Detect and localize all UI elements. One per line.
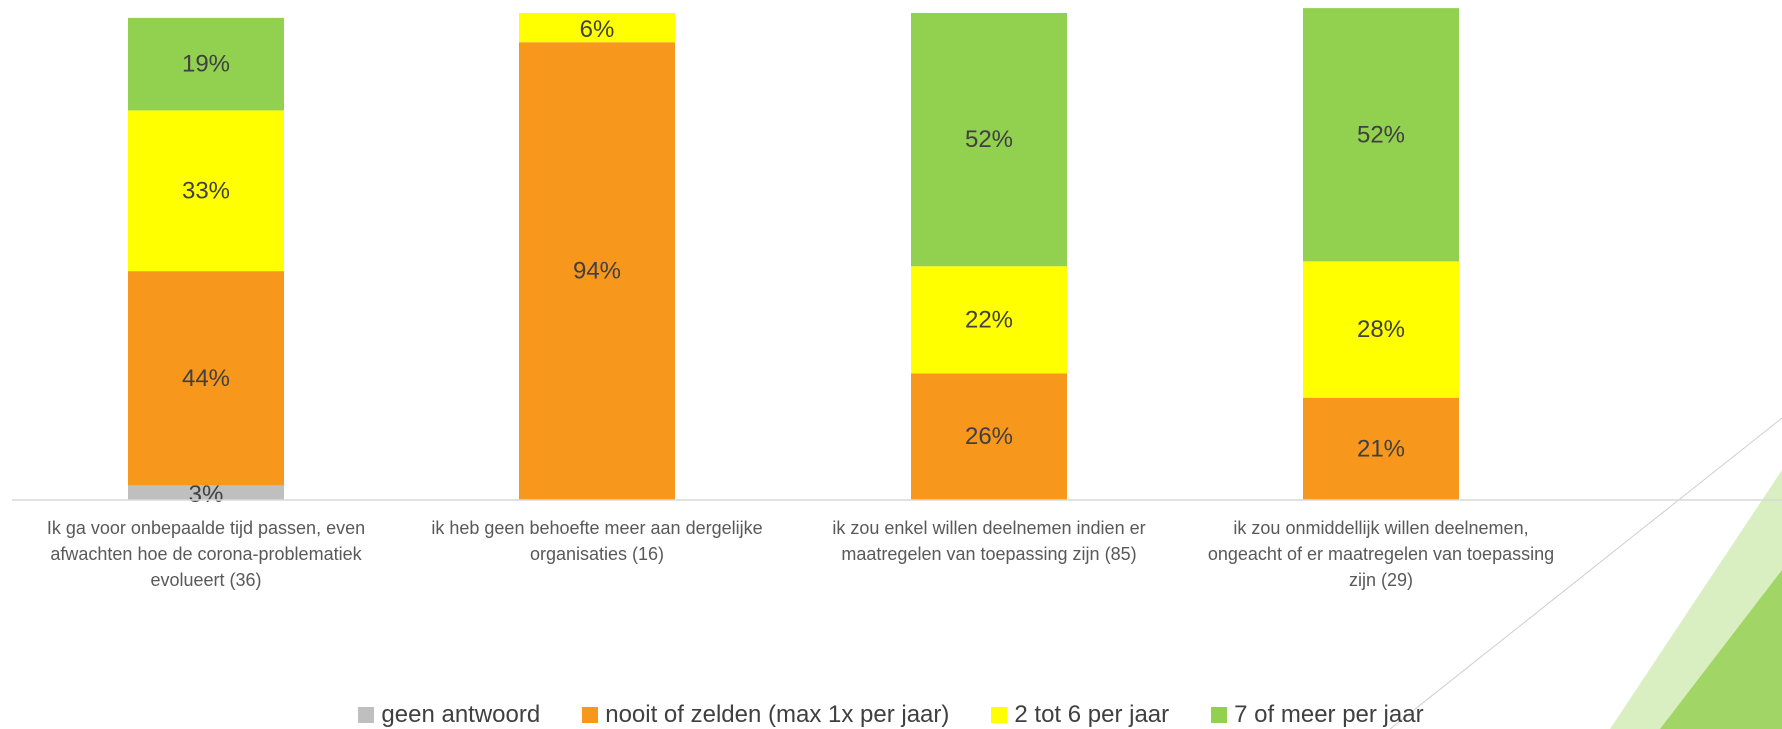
bar-segment [1303, 261, 1459, 398]
bar-segment [128, 110, 284, 272]
category-label: Ik ga voor onbepaalde tijd passen, even a… [0, 515, 426, 593]
data-label: 33% [182, 177, 230, 204]
data-label: 22% [965, 306, 1013, 333]
legend-item: 2 tot 6 per jaar [991, 700, 1169, 729]
legend-swatch [1211, 706, 1228, 723]
data-label: 28% [1357, 316, 1405, 343]
legend: geen antwoord nooit of zelden (max 1x per… [0, 700, 1782, 729]
category-label-line: organisaties (16) [529, 544, 665, 564]
data-label: 26% [965, 423, 1013, 450]
category-label-line: zijn (29) [1348, 570, 1414, 590]
data-label: 52% [1357, 121, 1405, 148]
legend-label: geen antwoord [381, 700, 541, 728]
category-label-line: ik zou enkel willen deelnemen indien er [832, 518, 1146, 538]
bar-segment [128, 271, 284, 486]
category-label-line: evolueert (36) [150, 570, 262, 590]
bar-segment [128, 485, 284, 500]
legend-label: nooit of zelden (max 1x per jaar) [605, 700, 950, 728]
data-label: 44% [182, 365, 230, 392]
category-label-line: afwachten hoe de corona-problematiek [50, 544, 362, 564]
legend-label: 7 of meer per jaar [1234, 700, 1424, 728]
category-label-line: ongeacht of er maatregelen van toepassin… [1207, 544, 1555, 564]
legend-item: geen antwoord [358, 700, 540, 729]
bar-segment [911, 266, 1067, 374]
data-label: 19% [182, 51, 230, 78]
bar-segment [911, 13, 1067, 267]
legend-label: 2 tot 6 per jaar [1014, 700, 1170, 728]
corner-diagonal-line [1389, 417, 1782, 729]
bar-segment [519, 13, 675, 43]
data-label: 21% [1357, 435, 1405, 462]
category-label: ik zou onmiddellijk willen deelnemen, ong… [1161, 515, 1601, 593]
category-label: ik zou enkel willen deelnemen indien er m… [769, 515, 1209, 567]
legend-item: nooit of zelden (max 1x per jaar) [582, 700, 949, 729]
bar-segment [1303, 8, 1459, 262]
data-label: 6% [580, 16, 615, 43]
legend-swatch [991, 706, 1008, 723]
data-label: 94% [573, 258, 621, 285]
category-label-line: ik heb geen behoefte meer aan dergelijke [431, 518, 763, 538]
corner-decoration [1389, 417, 1782, 729]
bar-segment [911, 373, 1067, 500]
data-label: 52% [965, 126, 1013, 153]
bars-group: 3% 44% 33% 19% 94% 6% 26% 22% 52% 21% 28% 52% [128, 8, 1459, 508]
corner-dark-triangle [1660, 570, 1782, 729]
legend-swatch [582, 706, 599, 723]
category-label: ik heb geen behoefte meer aan dergelijke… [377, 515, 817, 567]
category-label-line: maatregelen van toepassing zijn (85) [841, 544, 1137, 564]
legend-swatch [358, 706, 375, 723]
bar-segment [519, 42, 675, 500]
data-label: 3% [189, 481, 224, 508]
bar-segment [128, 17, 284, 111]
category-label-line: ik zou onmiddellijk willen deelnemen, [1233, 518, 1529, 538]
legend-item: 7 of meer per jaar [1211, 700, 1424, 729]
bar-segment [1303, 397, 1459, 500]
category-label-line: Ik ga voor onbepaalde tijd passen, even [46, 518, 366, 538]
